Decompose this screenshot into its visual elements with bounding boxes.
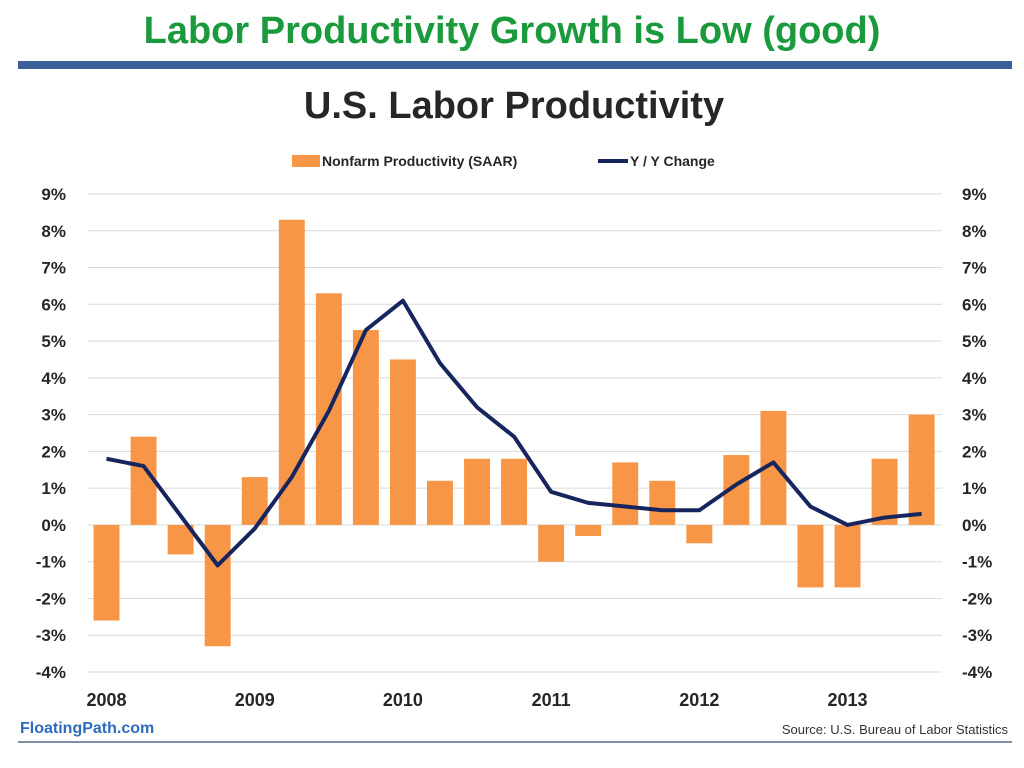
bar [834,524,861,588]
chart-title: U.S. Labor Productivity [304,85,724,127]
right-y-axis: 9% 8% 7% 6% 5% 4% 3% 2% 1% 0% -1% -2% -3% -4% [962,185,992,682]
bar [686,524,713,544]
title-rule [18,61,1012,69]
y-tick-right: 2% [962,442,987,461]
bar [908,414,935,525]
y-tick-left: 6% [41,295,66,314]
y-tick-left: -1% [36,553,66,572]
x-tick: 2013 [827,690,867,710]
y-tick-right: -1% [962,553,992,572]
bar [797,524,824,588]
x-tick: 2011 [532,690,571,710]
y-tick-left: -3% [36,626,66,645]
y-tick-left: -2% [36,589,66,608]
y-tick-left: 4% [41,369,66,388]
bar [464,458,490,525]
y-tick-left: 7% [41,259,66,278]
y-tick-right: -2% [962,589,992,608]
y-tick-left: 0% [41,516,66,535]
bar [204,524,231,647]
y-tick-right: 9% [962,185,987,204]
y-tick-right: 8% [962,222,987,241]
legend-bar-swatch [292,155,320,167]
bar [649,480,676,525]
line-series [106,298,922,568]
legend-bar-label: Nonfarm Productivity (SAAR) [322,153,517,169]
y-tick-left: 8% [41,222,66,241]
y-tick-right: 5% [962,332,987,351]
y-tick-right: 6% [962,295,987,314]
legend: Nonfarm Productivity (SAAR) Y / Y Change [292,153,715,169]
bottom-rule [18,741,1012,743]
source-note: Source: U.S. Bureau of Labor Statistics [781,722,1008,737]
y-tick-left: 2% [41,442,66,461]
y-tick-left: 1% [41,479,66,498]
left-y-axis: 9% 8% 7% 6% 5% 4% 3% 2% 1% 0% -1% -2% -3% -4% [36,185,66,682]
y-tick-right: 1% [962,479,987,498]
y-tick-left: 5% [41,332,66,351]
bar-series [93,219,935,647]
legend-line-label: Y / Y Change [630,153,715,169]
productivity-chart: U.S. Labor Productivity Nonfarm Producti… [36,85,992,710]
bar [575,524,602,536]
y-tick-right: 7% [962,259,987,278]
x-tick: 2009 [235,690,275,710]
slide-title: Labor Productivity Growth is Low (good) [143,10,881,52]
bar [427,480,453,525]
y-tick-left: -4% [36,663,66,682]
bar [389,359,416,525]
x-tick: 2012 [679,690,719,710]
bar [93,524,120,621]
y-tick-right: 4% [962,369,987,388]
bar [871,458,898,525]
bar [612,462,639,525]
y-tick-right: -4% [962,663,992,682]
bar [501,458,528,525]
y-tick-left: 9% [41,185,66,204]
y-tick-right: 0% [962,516,987,535]
x-axis: 2008 2009 2010 2011 2012 2013 [87,690,868,710]
bar [538,524,565,562]
y-tick-right: 3% [962,406,987,425]
bar [352,330,379,525]
x-tick: 2010 [383,690,423,710]
x-tick: 2008 [87,690,127,710]
y-tick-right: -3% [962,626,992,645]
y-tick-left: 3% [41,406,66,425]
yoy-line [106,298,922,568]
brand-logo-text: FloatingPath.com [20,720,155,737]
